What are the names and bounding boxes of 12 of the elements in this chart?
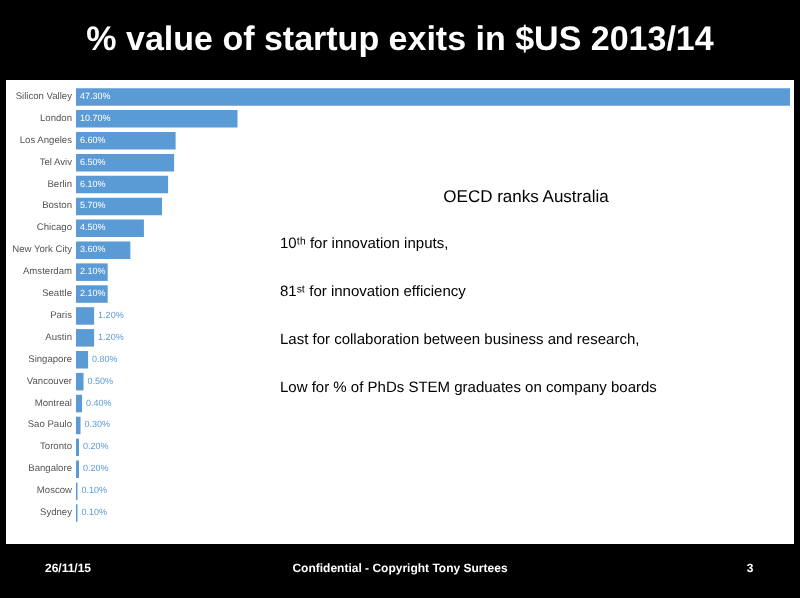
bar	[76, 153, 175, 172]
bar	[76, 131, 176, 150]
bar	[76, 372, 84, 391]
bar	[76, 175, 169, 194]
bar	[76, 394, 83, 413]
bar	[76, 350, 89, 369]
chart-title: % value of startup exits in $US 2013/14	[86, 20, 715, 58]
bar	[76, 88, 790, 106]
bar	[76, 329, 95, 347]
bar	[76, 307, 95, 325]
bar	[76, 110, 238, 128]
annotation: OECD ranks Australia	[443, 186, 610, 206]
